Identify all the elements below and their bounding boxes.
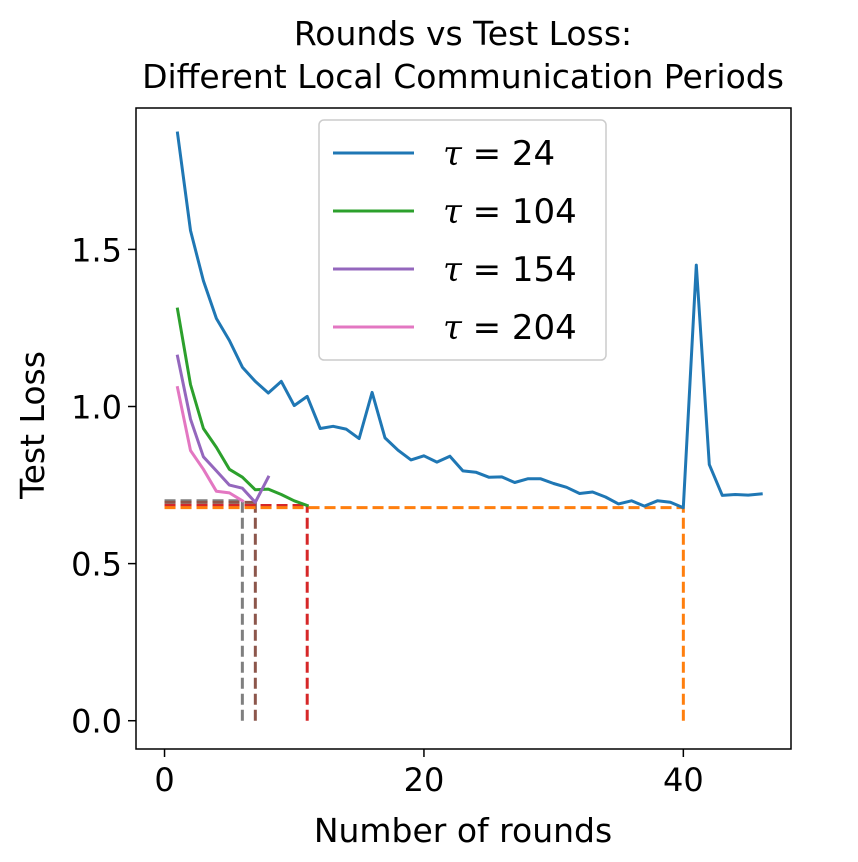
legend-value: 154 — [512, 250, 577, 290]
legend-symbol: τ — [443, 134, 463, 174]
chart-title-line-1: Rounds vs Test Loss: — [294, 14, 632, 53]
legend-box — [318, 119, 607, 361]
y-tick-label-3: 1.5 — [71, 231, 122, 269]
legend-equals: = — [462, 250, 512, 290]
legend-symbol: τ — [443, 250, 463, 290]
axis-ticks: 0 20 40 0.0 0.5 1.0 1.5 — [71, 231, 704, 799]
chart-title-line-2: Different Local Communication Periods — [142, 57, 784, 96]
plot-frame — [135, 107, 792, 750]
legend-equals: = — [462, 192, 512, 232]
x-tick-label-0: 0 — [154, 761, 174, 799]
series-lines — [175, 131, 763, 510]
x-axis-label: Number of rounds — [314, 811, 612, 850]
legend-symbol: τ — [443, 192, 463, 232]
y-axis-label: Test Loss — [13, 351, 52, 500]
y-tick-label-1: 0.5 — [71, 546, 122, 584]
series-line-104 — [175, 307, 310, 508]
legend-value: 204 — [512, 308, 577, 348]
legend-value: 24 — [512, 134, 555, 174]
legend-equals: = — [462, 134, 512, 174]
y-tick-label-2: 1.0 — [71, 389, 122, 427]
legend-label-104: τ = 104 — [443, 192, 577, 232]
reference-lines — [164, 499, 685, 721]
legend-label-154: τ = 154 — [443, 250, 577, 290]
series-line-154 — [175, 354, 271, 504]
series-line-204 — [175, 385, 245, 503]
legend-label-24: τ = 24 — [443, 134, 555, 174]
legend-label-204: τ = 204 — [443, 308, 577, 348]
legend-value: 104 — [512, 192, 577, 232]
x-tick-label-2: 40 — [663, 761, 704, 799]
series-line-24 — [175, 131, 763, 510]
y-tick-label-0: 0.0 — [71, 703, 122, 741]
x-tick-label-1: 20 — [404, 761, 445, 799]
legend-equals: = — [462, 308, 512, 348]
legend-symbol: τ — [443, 308, 463, 348]
